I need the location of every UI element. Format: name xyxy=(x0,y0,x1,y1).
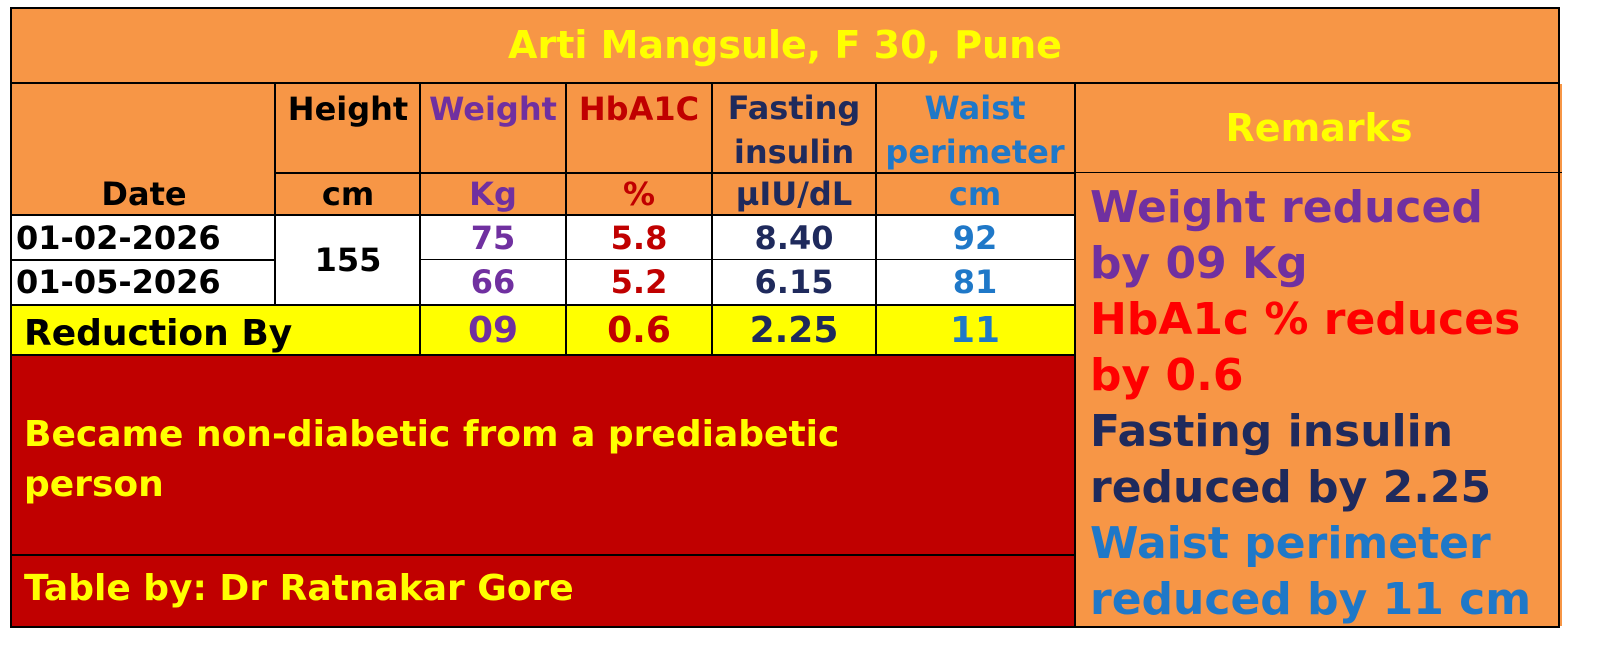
remarks-header: Remarks xyxy=(1225,106,1413,150)
hba1c-value: 5.8 xyxy=(610,219,668,257)
waist-perimeter-value: 92 xyxy=(952,219,998,257)
remark-weight: by 09 Kg xyxy=(1090,238,1308,289)
reduction-bottom-divider xyxy=(10,354,1076,356)
remark-waist-perimeter: reduced by 11 cm xyxy=(1090,574,1532,625)
credit-text: Table by: Dr Ratnakar Gore xyxy=(24,568,574,609)
rows-bottom-divider xyxy=(10,304,1076,306)
remarks-list: Weight reduced by 09 Kg HbA1c % reduces … xyxy=(1090,180,1560,628)
remarks-panel xyxy=(1076,84,1562,626)
waist-perimeter-unit: cm xyxy=(948,175,1002,213)
header-bottom-divider xyxy=(10,214,1076,216)
border-left xyxy=(10,7,12,628)
remarks-header-divider xyxy=(1076,172,1562,173)
title-bar: Arti Mangsule, F 30, Pune xyxy=(12,8,1558,82)
weight-value: 75 xyxy=(470,219,516,257)
hba1c-reduction: 0.6 xyxy=(607,309,671,351)
fasting-insulin-value: 6.15 xyxy=(754,263,834,301)
row-divider xyxy=(10,259,276,261)
hba1c-header: HbA1C xyxy=(578,90,700,128)
weight-header: Weight xyxy=(429,90,557,128)
remark-hba1c: by 0.6 xyxy=(1090,350,1244,401)
header-mid-divider xyxy=(276,172,1076,174)
col-divider-date xyxy=(274,84,276,306)
height-value: 155 xyxy=(314,241,382,279)
conclusion-panel: Became non-diabetic from a prediabetic p… xyxy=(12,356,1074,554)
border-right xyxy=(1558,7,1560,628)
table-row-date: 01-05-2026 xyxy=(16,263,221,301)
remark-fasting-insulin: Fasting insulin xyxy=(1090,406,1454,457)
border-top xyxy=(10,7,1560,9)
waist-perimeter-reduction: 11 xyxy=(949,309,1001,351)
weight-value: 66 xyxy=(470,263,516,301)
border-bottom xyxy=(10,626,1560,628)
remark-weight: Weight reduced xyxy=(1090,182,1483,233)
weight-unit: Kg xyxy=(469,175,517,213)
table-header xyxy=(12,84,1074,214)
col-divider-weight xyxy=(565,84,567,356)
height-unit: cm xyxy=(321,175,375,213)
credit-panel: Table by: Dr Ratnakar Gore xyxy=(12,556,1074,626)
title-divider xyxy=(10,82,1560,84)
remark-hba1c: HbA1c % reduces xyxy=(1090,294,1521,345)
fasting-insulin-value: 8.40 xyxy=(754,219,834,257)
waist-perimeter-header: Waist perimeter xyxy=(885,89,1065,171)
fasting-insulin-unit: µIU/dL xyxy=(735,175,853,213)
hba1c-unit: % xyxy=(622,175,656,213)
conclusion-text: Became non-diabetic from a prediabetic p… xyxy=(24,414,840,505)
fasting-insulin-reduction: 2.25 xyxy=(749,309,839,351)
date-header: Date xyxy=(101,175,187,213)
credit-divider xyxy=(10,554,1076,556)
reduction-row xyxy=(12,306,1074,354)
height-header: Height xyxy=(287,90,409,128)
hba1c-value: 5.2 xyxy=(610,263,668,301)
fasting-insulin-header: Fasting insulin xyxy=(727,89,861,171)
col-divider-fasting xyxy=(875,84,877,356)
col-divider-height xyxy=(419,84,421,356)
reduction-label: Reduction By xyxy=(24,313,293,354)
remark-fasting-insulin: reduced by 2.25 xyxy=(1090,462,1492,513)
page-title: Arti Mangsule, F 30, Pune xyxy=(508,23,1062,67)
remark-waist-perimeter: Waist perimeter xyxy=(1090,518,1491,569)
table-row-date: 01-02-2026 xyxy=(16,219,221,257)
waist-perimeter-value: 81 xyxy=(952,263,998,301)
col-divider-hba1c xyxy=(711,84,713,356)
weight-reduction: 09 xyxy=(467,309,519,351)
row-divider xyxy=(420,259,1076,260)
